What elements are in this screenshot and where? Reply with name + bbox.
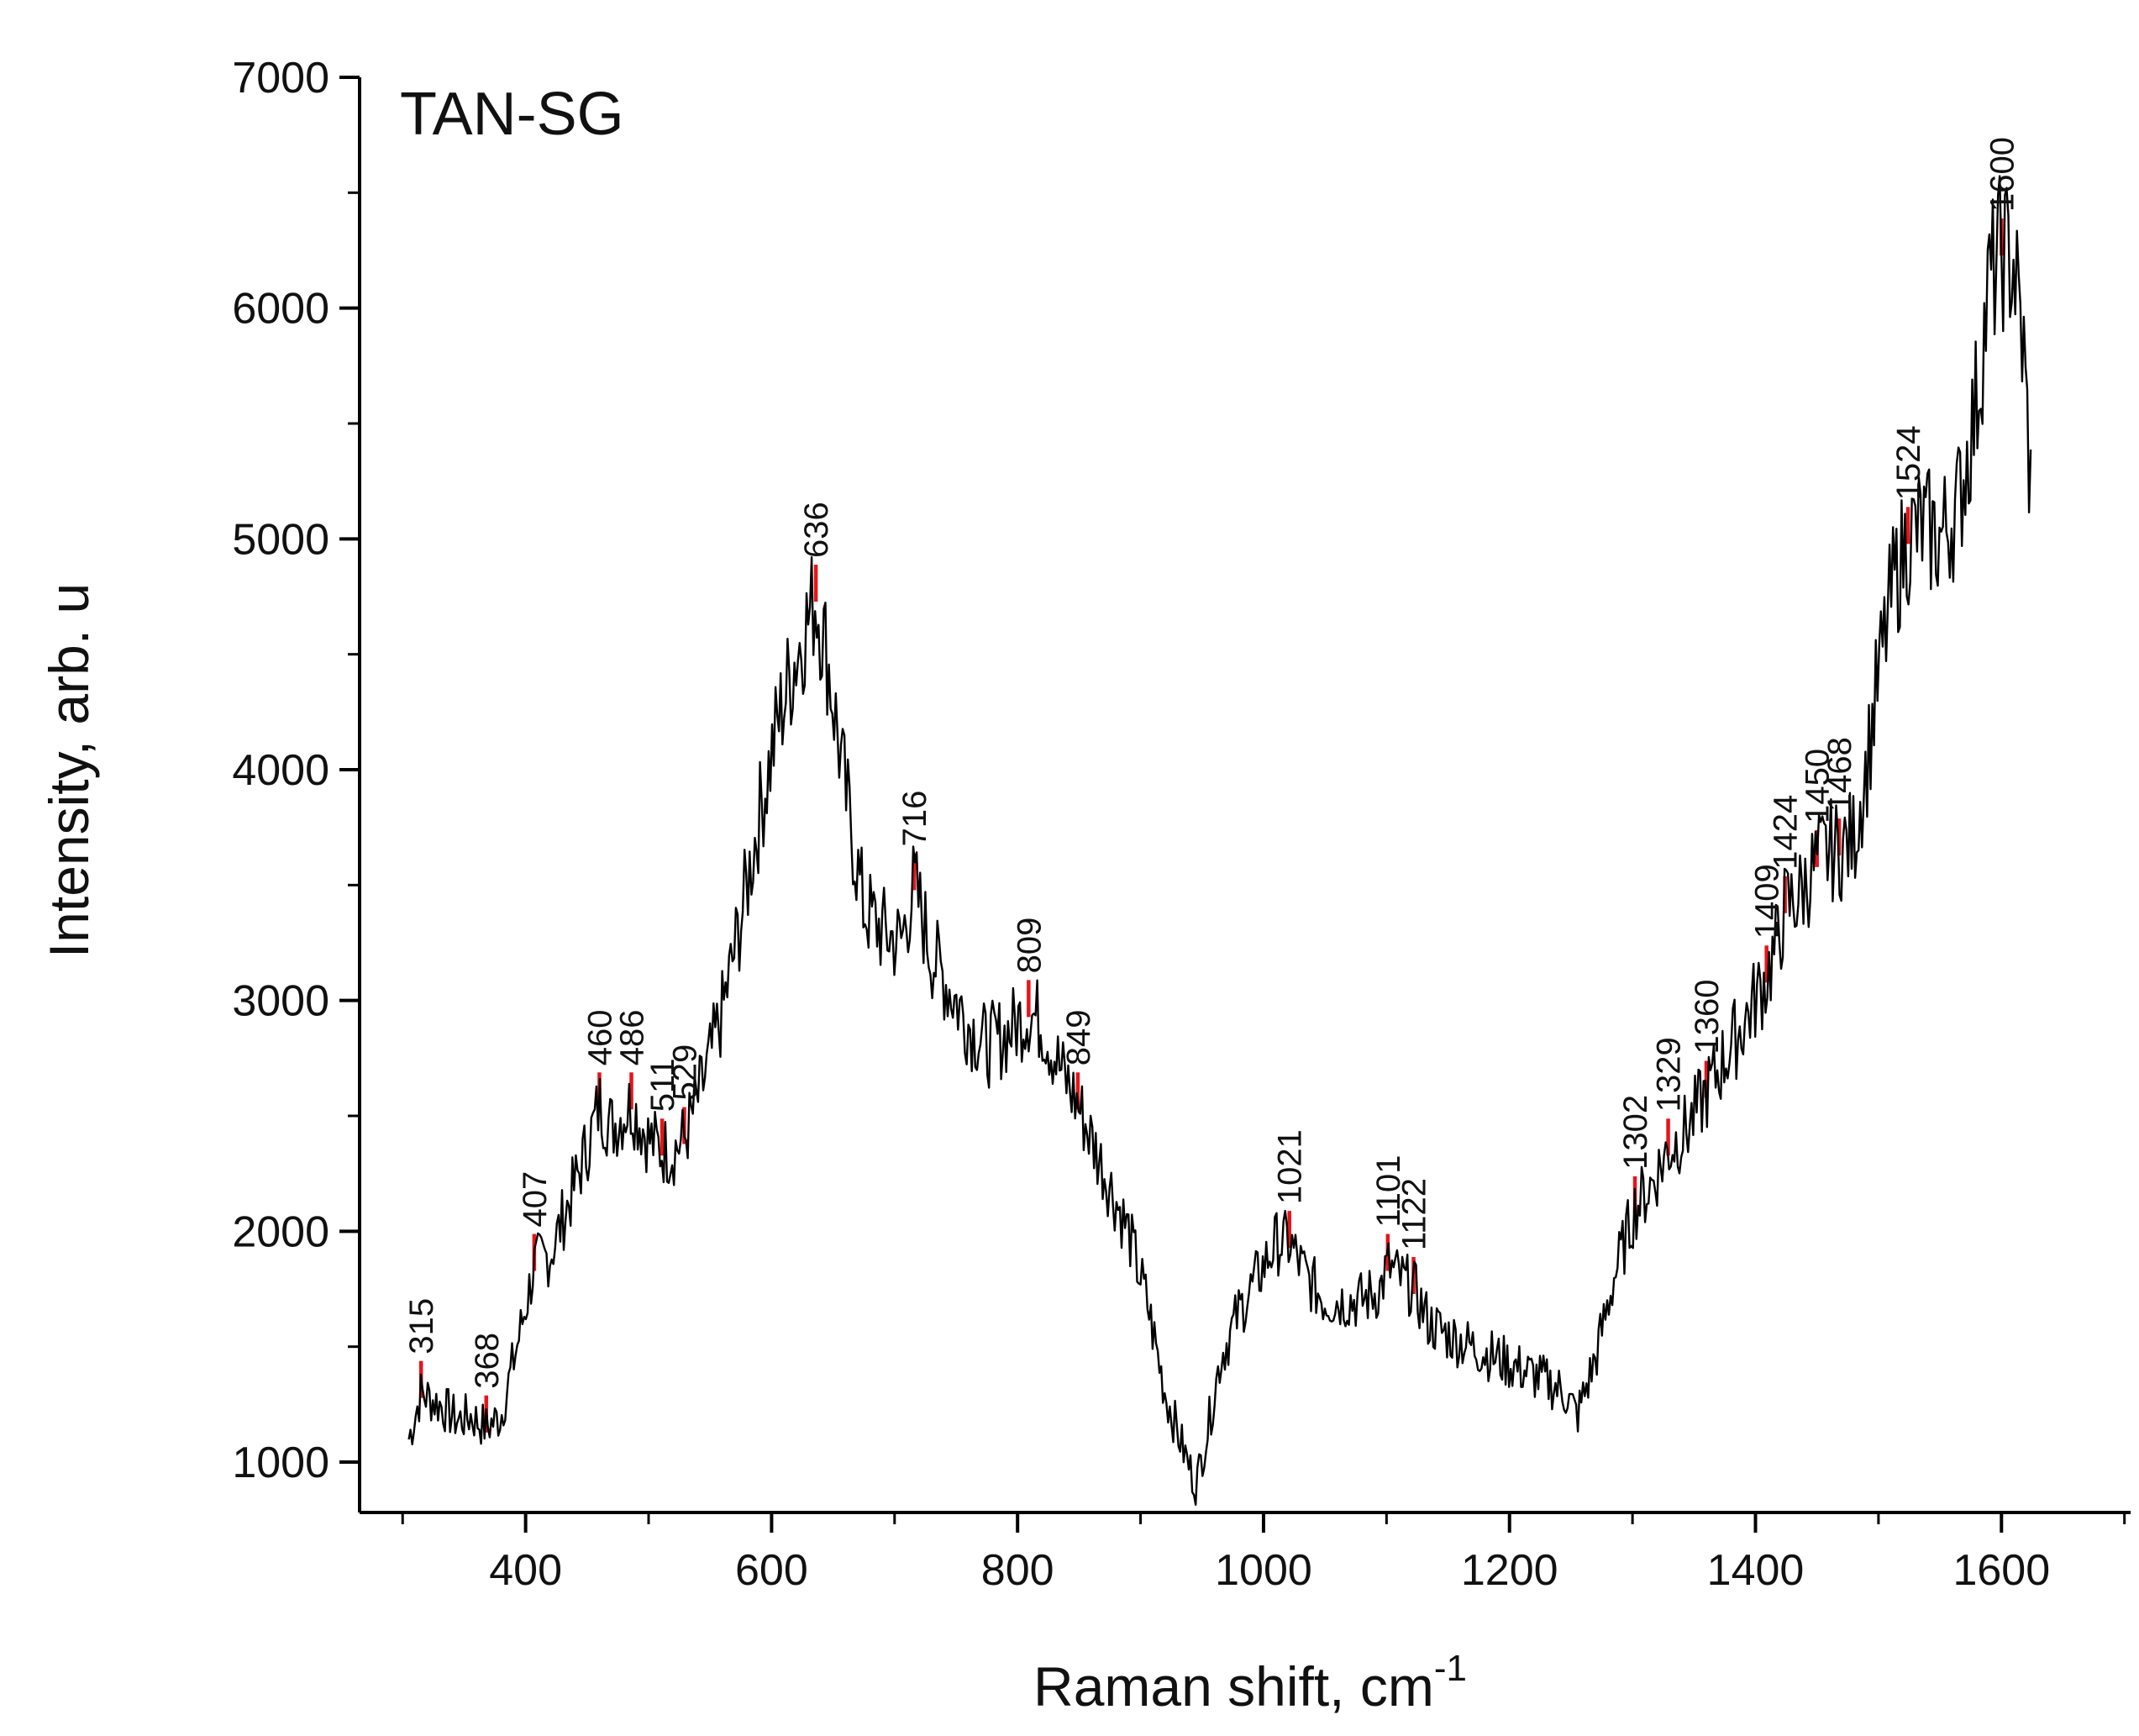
x-axis-title: Raman shift, cm-1 [1033, 1648, 1467, 1718]
x-tick-label-400: 400 [489, 1546, 562, 1595]
peak-label-486: 486 [614, 1010, 651, 1066]
peak-label-1122: 1122 [1396, 1178, 1433, 1250]
peak-label-1021: 1021 [1272, 1129, 1309, 1204]
peak-markers [418, 218, 2004, 1433]
peak-label-529: 529 [666, 1044, 703, 1101]
peak-label-511: 511 [644, 1058, 681, 1112]
minor-ticks [348, 191, 2126, 1524]
y-axis-title: Intensity, arb. u [38, 583, 100, 958]
peak-label-1424: 1424 [1768, 795, 1805, 870]
panel-title: TAN-SG [400, 81, 624, 148]
axes-frame [358, 77, 2131, 1514]
peak-label-1600: 1600 [1984, 137, 2021, 212]
x-axis-title-main: Raman shift, cm [1033, 1655, 1434, 1718]
x-tick-label-1400: 1400 [1707, 1546, 1805, 1595]
x-tick-label-1600: 1600 [1952, 1546, 2050, 1595]
peak-label-849: 849 [1060, 1010, 1097, 1066]
peak-label-460: 460 [581, 1010, 618, 1066]
peak-label-1302: 1302 [1617, 1095, 1654, 1170]
peak-label-315: 315 [403, 1298, 440, 1355]
y-tick-label-6000: 6000 [232, 285, 329, 334]
spectrum-line [407, 175, 2032, 1506]
x-ticks: 400 600 800 1000 1200 1400 1600 [489, 1512, 2050, 1595]
peak-label-636: 636 [798, 502, 835, 558]
y-tick-label-2000: 2000 [232, 1207, 329, 1256]
peak-label-809: 809 [1011, 918, 1048, 974]
peak-label-1101: 1101 [1370, 1155, 1407, 1228]
x-tick-label-600: 600 [735, 1546, 808, 1595]
y-ticks: 1000 2000 3000 4000 5000 6000 7000 [232, 54, 360, 1487]
x-tick-label-1200: 1200 [1461, 1546, 1558, 1595]
y-tick-label-1000: 1000 [232, 1439, 329, 1487]
x-tick-label-1000: 1000 [1215, 1546, 1312, 1595]
y-tick-label-4000: 4000 [232, 746, 329, 795]
peak-label-1409: 1409 [1749, 864, 1786, 939]
x-axis-title-superscript: -1 [1434, 1648, 1467, 1689]
peak-label-1450: 1450 [1800, 749, 1837, 823]
peak-label-716: 716 [896, 791, 933, 847]
y-tick-label-5000: 5000 [232, 515, 329, 564]
peak-label-1360: 1360 [1689, 980, 1726, 1055]
peak-label-407: 407 [517, 1171, 554, 1228]
x-tick-label-800: 800 [981, 1546, 1054, 1595]
y-tick-label-7000: 7000 [232, 54, 329, 103]
peak-label-1468: 1468 [1821, 737, 1858, 812]
peak-label-1524: 1524 [1890, 425, 1927, 500]
peak-label-368: 368 [469, 1333, 506, 1389]
y-tick-label-3000: 3000 [232, 977, 329, 1026]
peak-label-1329: 1329 [1651, 1037, 1688, 1112]
